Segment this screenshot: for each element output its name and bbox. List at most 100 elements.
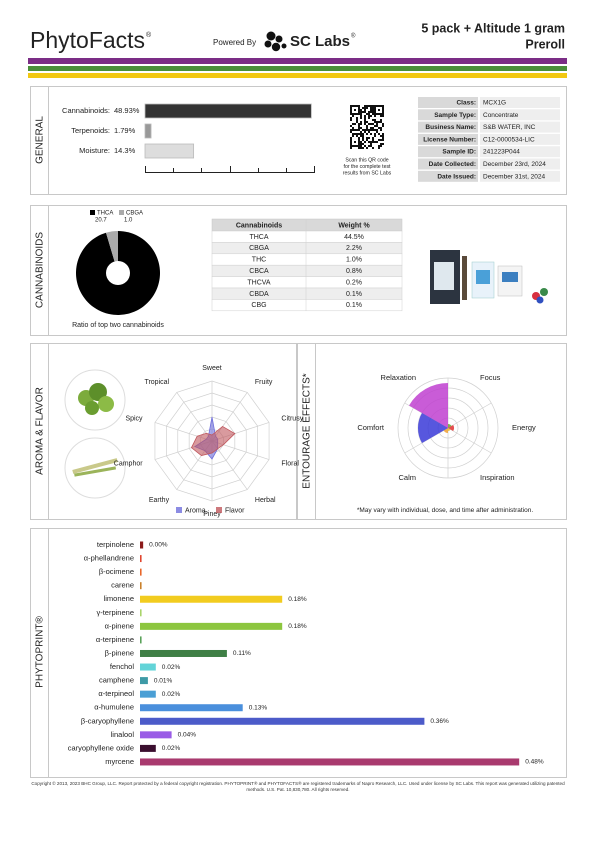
metric-value: 1.79%	[114, 126, 136, 135]
terpene-bar	[140, 541, 144, 549]
radar-axis-label: Spicy	[125, 415, 143, 422]
entourage-note: *May vary with individual, dose, and tim…	[357, 507, 533, 514]
legend-label: Aroma	[185, 507, 206, 514]
polar-sector	[448, 424, 452, 428]
info-value: S&B WATER, INC	[483, 124, 536, 131]
terpene-value: 0.02%	[162, 664, 181, 671]
info-value-cell	[480, 133, 560, 145]
table-row	[211, 264, 403, 277]
brand: PhytoFacts	[30, 27, 145, 53]
polar-sector	[409, 383, 448, 428]
polar-label: Energy	[512, 423, 536, 432]
table-cell: CBG	[251, 302, 266, 309]
terpene-label: α-humulene	[94, 703, 134, 712]
polar-spoke	[447, 427, 492, 454]
terpene-bar	[140, 649, 227, 657]
legend-value: 20.7	[95, 218, 107, 224]
table-header: Cannabinoids	[236, 222, 282, 229]
terpene-label: carene	[111, 581, 134, 590]
radar-axis-label: Floral	[281, 460, 299, 467]
table-cell: THCA	[249, 234, 268, 241]
legend-swatch	[176, 507, 182, 513]
info-label: Date Collected:	[429, 161, 476, 168]
radar-axis-label: Fruity	[255, 379, 273, 386]
terpene-label: β-ocimene	[99, 567, 134, 576]
polar-label: Focus	[480, 373, 501, 382]
pie-caption: Ratio of top two cannabinoids	[72, 322, 164, 329]
lab-name: SC Labs	[290, 33, 350, 50]
info-label-cell	[418, 121, 478, 133]
terpene-bar	[140, 717, 425, 725]
table-cell: THCVA	[247, 279, 271, 286]
terpene-value: 0.01%	[154, 677, 173, 684]
info-label-cell	[418, 146, 478, 158]
table-cell: 2.2%	[346, 245, 362, 252]
table-cell: 0.1%	[346, 291, 362, 298]
polar-label: Comfort	[357, 423, 385, 432]
info-label: Sample ID:	[442, 149, 476, 156]
product-title: 5 pack + Altitude 1 gram	[421, 21, 565, 35]
terpene-value: 0.18%	[288, 623, 307, 630]
table-row	[211, 299, 403, 312]
table-row	[211, 276, 403, 289]
info-value: Concentrate	[483, 112, 519, 119]
terpene-value: 0.18%	[288, 596, 307, 603]
table-cell: THC	[252, 257, 266, 264]
polar-sector	[448, 425, 454, 431]
terpene-bar	[140, 744, 156, 752]
metric-bar	[144, 123, 152, 139]
terpene-bar	[140, 690, 156, 698]
section-label: AROMA & FLAVOR	[35, 387, 46, 475]
terpene-bar	[140, 677, 148, 685]
table-header: Weight %	[338, 222, 370, 229]
terpene-bar	[140, 595, 283, 603]
info-label-cell	[418, 97, 478, 108]
radar-area	[190, 425, 236, 456]
radar-axis-label: Tropical	[144, 379, 169, 386]
info-value: 241223P044	[483, 149, 520, 156]
terpene-label: fenchol	[110, 662, 135, 671]
metric-value: 14.3%	[114, 146, 136, 155]
terpene-label: α-pinene	[105, 621, 134, 630]
info-value: C12-0000534-LIC	[483, 136, 535, 143]
powered-by: Powered By	[213, 38, 256, 47]
table-cell: 1.0%	[346, 257, 362, 264]
metric-bar	[144, 103, 312, 119]
product-title: Preroll	[525, 37, 565, 51]
scale-ruler	[145, 166, 315, 173]
info-value-cell	[480, 146, 560, 158]
stripe	[28, 58, 567, 64]
qr-note: results from SC Labs	[343, 170, 392, 176]
info-value: MCX1G	[483, 100, 506, 107]
terpene-label: β-caryophyllene	[81, 716, 134, 725]
table-cell: CBGA	[249, 245, 269, 252]
info-value-cell	[480, 170, 560, 182]
terpene-value: 0.00%	[149, 542, 168, 549]
table-cell: CBCA	[249, 268, 269, 275]
legend-label: Flavor	[225, 507, 245, 514]
section-label: PHYTOPRINT®	[35, 616, 46, 688]
info-value-cell	[480, 158, 560, 170]
info-value-cell	[480, 109, 560, 121]
stripe	[28, 73, 567, 78]
info-value: December 31st, 2024	[483, 173, 546, 180]
radar-axis-label: Piney	[203, 511, 221, 518]
section-frames	[30, 86, 567, 778]
radar-axis-label: Herbal	[255, 497, 276, 504]
radar-axis-label: Earthy	[149, 497, 170, 504]
radar-axis-label: Sweet	[202, 365, 222, 372]
polar-label: Calm	[398, 473, 416, 482]
info-label-cell	[418, 158, 478, 170]
metric-label: Terpenoids:	[71, 126, 110, 135]
radar-axis-label: Camphor	[114, 460, 143, 467]
terpene-value: 0.36%	[430, 718, 449, 725]
info-value-cell	[480, 97, 560, 108]
terpene-value: 0.13%	[249, 704, 268, 711]
qr-code	[350, 105, 384, 149]
polar-label: Inspiration	[480, 473, 515, 482]
terpene-label: caryophyllene oxide	[68, 743, 134, 752]
terpene-bar	[140, 704, 243, 712]
terpene-value: 0.48%	[525, 759, 544, 766]
legend-swatch	[90, 210, 95, 215]
